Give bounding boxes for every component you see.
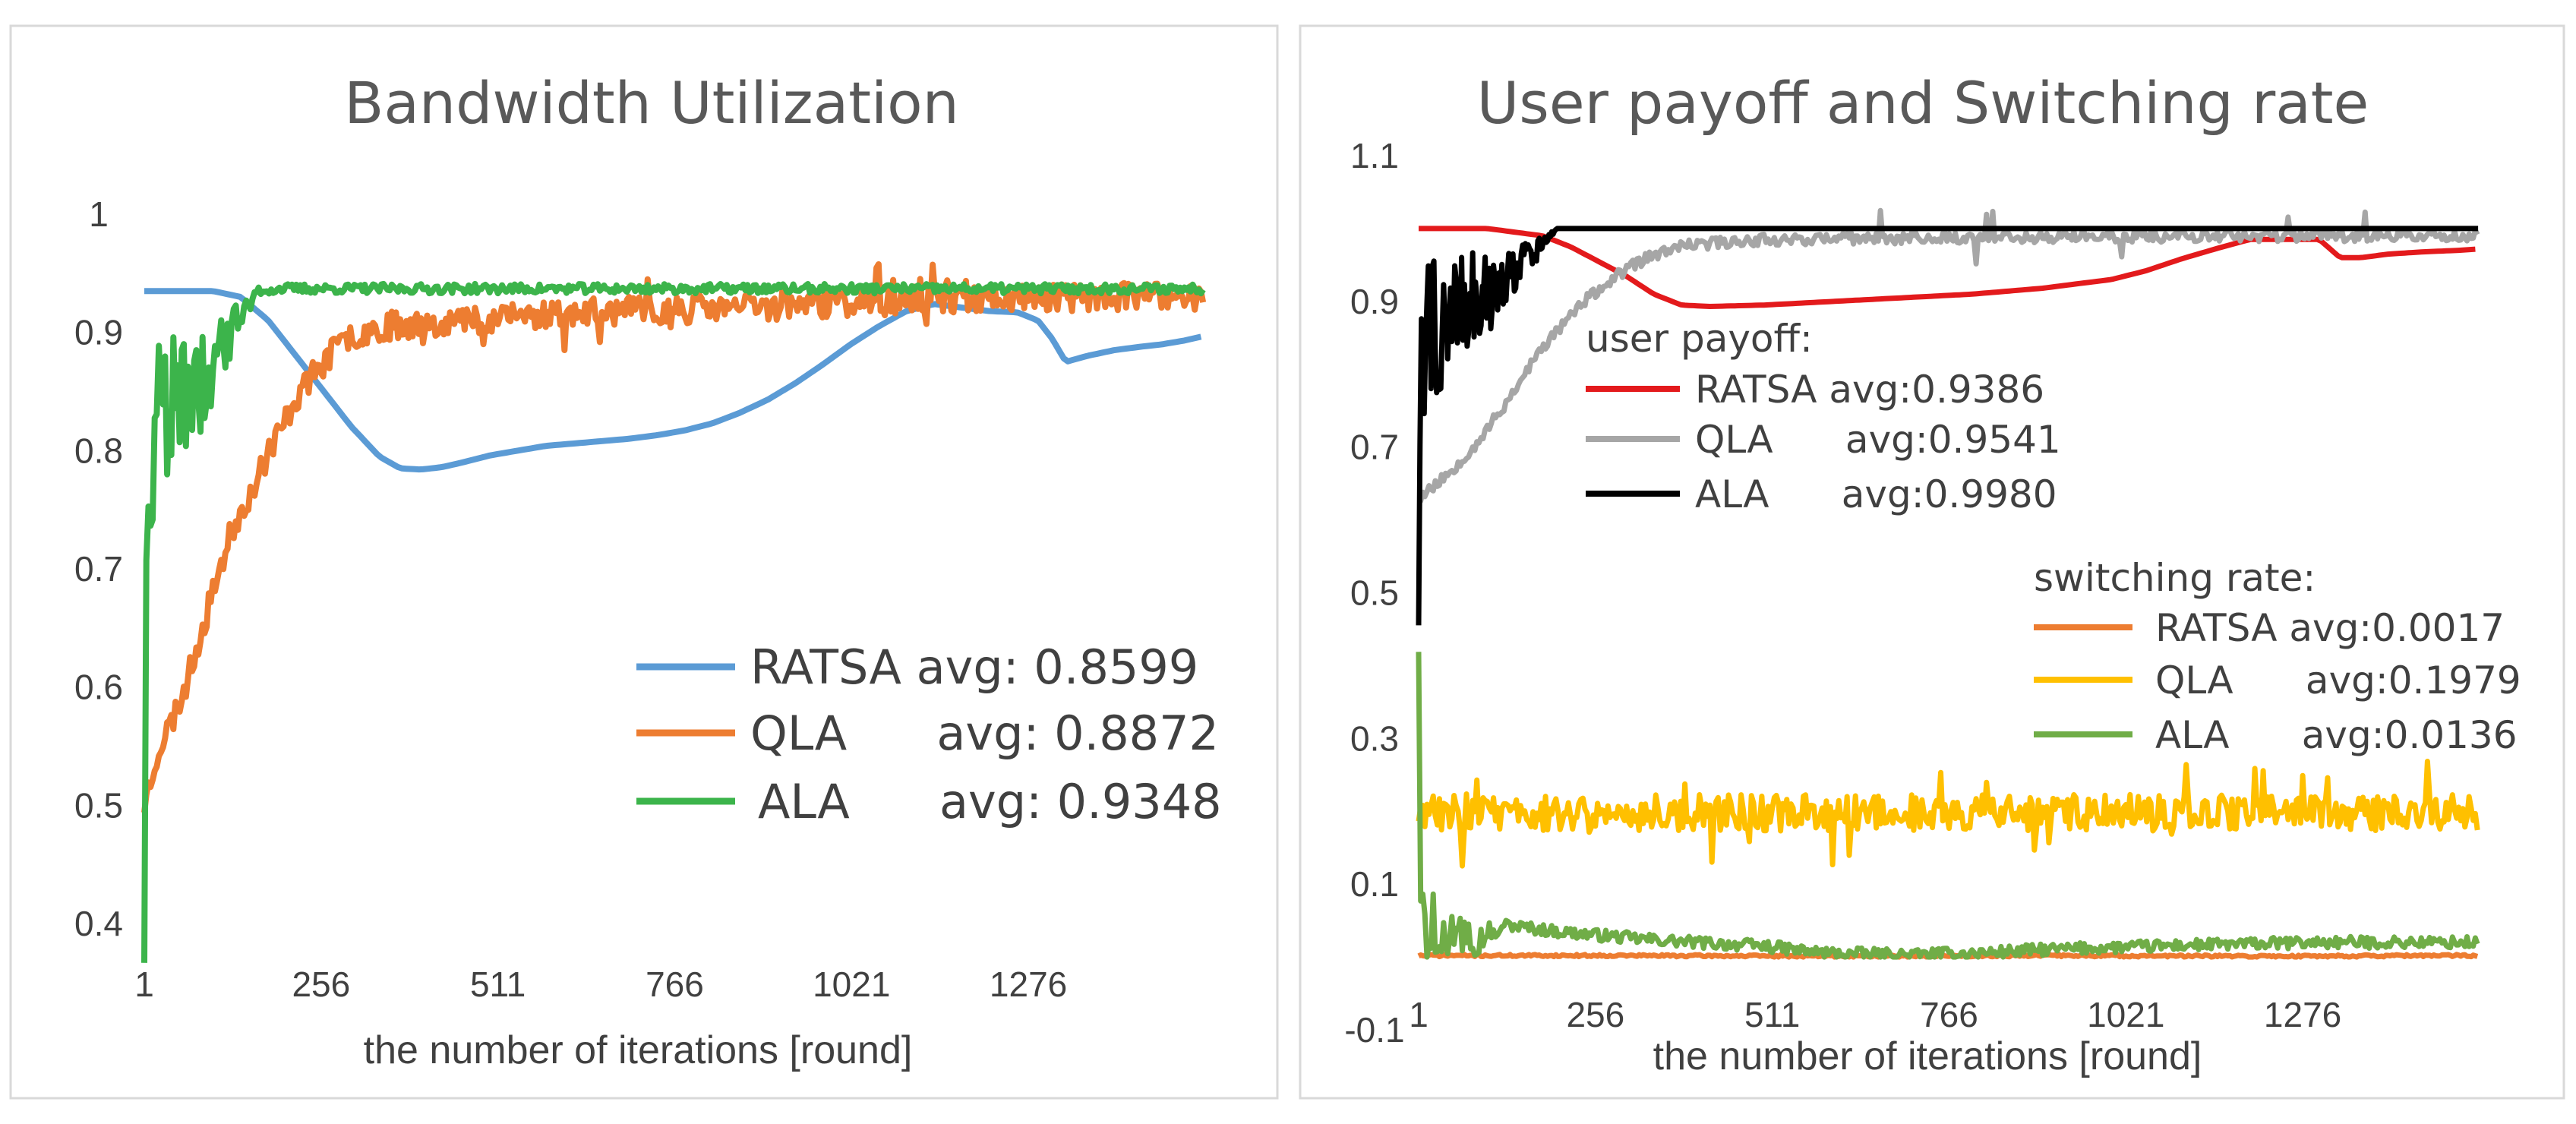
left-x-tick-1: 256 [292,965,350,1004]
right-x-tick-5: 1276 [2264,995,2341,1034]
right-x-tick-3: 766 [1920,995,1978,1034]
right-y-tick-labels: -0.1 0.1 0.3 0.5 0.7 0.9 1.1 [1344,136,1404,1050]
left-chart-title: Bandwidth Utilization [344,69,959,137]
right-y-tick-0: -0.1 [1344,1010,1404,1050]
right-chart-title: User payoff and Switching rate [1477,69,2369,137]
left-x-tick-4: 1021 [813,965,890,1004]
right-y-tick-2: 0.3 [1350,718,1399,758]
left-y-tick-6: 1 [89,194,109,234]
right-x-tick-labels: 1 256 511 766 1021 1276 [1409,995,2341,1034]
legend-label-switch-qla: QLA avg:0.1979 [2155,658,2521,702]
legend-label-ratsa: RATSA avg: 0.8599 [750,639,1198,695]
right-x-axis-label: the number of iterations [round] [1653,1034,2202,1078]
right-y-tick-1: 0.1 [1350,864,1399,904]
right-plot-series [1416,207,2480,960]
right-series-line-4 [1416,759,2480,869]
left-x-axis-label: the number of iterations [round] [364,1028,913,1072]
left-x-tick-2: 511 [470,965,526,1004]
legend-label-payoff-ratsa: RATSA avg:0.9386 [1695,368,2044,412]
left-y-tick-4: 0.8 [74,431,123,470]
legend-label-payoff-qla: QLA avg:0.9541 [1695,418,2061,462]
left-y-tick-labels: 0.4 0.5 0.6 0.7 0.8 0.9 1 [74,194,123,943]
right-y-tick-5: 0.9 [1350,282,1399,321]
right-legend-payoff: user payoff: RATSA avg:0.9386 QLA avg:0.… [1586,317,2061,516]
right-x-tick-1: 256 [1566,995,1624,1034]
left-plot-series [141,261,1207,963]
left-panel-frame [9,24,1279,1100]
right-x-tick-2: 511 [1744,995,1800,1034]
legend-group-switching-rate: switching rate: [2034,556,2316,600]
right-panel-frame [1299,24,2565,1100]
right-y-tick-3: 0.5 [1350,573,1399,613]
left-y-tick-1: 0.5 [74,785,123,825]
left-x-tick-labels: 1 256 511 766 1021 1276 [134,965,1067,1004]
right-x-tick-4: 1021 [2087,995,2164,1034]
legend-label-switch-ratsa: RATSA avg:0.0017 [2155,606,2505,650]
right-series-line-2 [1416,226,2480,626]
left-y-tick-2: 0.6 [74,668,123,707]
right-series-line-1 [1418,207,2480,504]
left-y-tick-3: 0.7 [74,549,123,589]
left-series-line-2 [141,280,1206,963]
right-series-line-3 [1417,952,2479,960]
legend-label-qla: QLA avg: 0.8872 [750,706,1219,761]
left-x-tick-0: 1 [134,965,154,1004]
left-x-tick-3: 766 [646,965,704,1004]
legend-label-ala: ALA avg: 0.9348 [758,774,1222,829]
left-y-tick-5: 0.9 [74,313,123,352]
legend-label-switch-ala: ALA avg:0.0136 [2155,713,2518,757]
right-legend-switching: switching rate: RATSA avg:0.0017 QLA avg… [2034,556,2521,757]
right-x-tick-0: 1 [1409,995,1428,1034]
right-y-tick-4: 0.7 [1350,428,1399,467]
right-y-tick-6: 1.1 [1350,136,1399,175]
legend-group-user-payoff: user payoff: [1586,317,1813,361]
legend-label-payoff-ala: ALA avg:0.9980 [1695,472,2057,516]
left-y-tick-0: 0.4 [74,904,123,943]
right-series-line-5 [1416,652,2480,960]
left-legend: RATSA avg: 0.8599 QLA avg: 0.8872 ALA av… [636,639,1222,829]
left-x-tick-5: 1276 [990,965,1067,1004]
left-series-line-0 [144,288,1202,473]
